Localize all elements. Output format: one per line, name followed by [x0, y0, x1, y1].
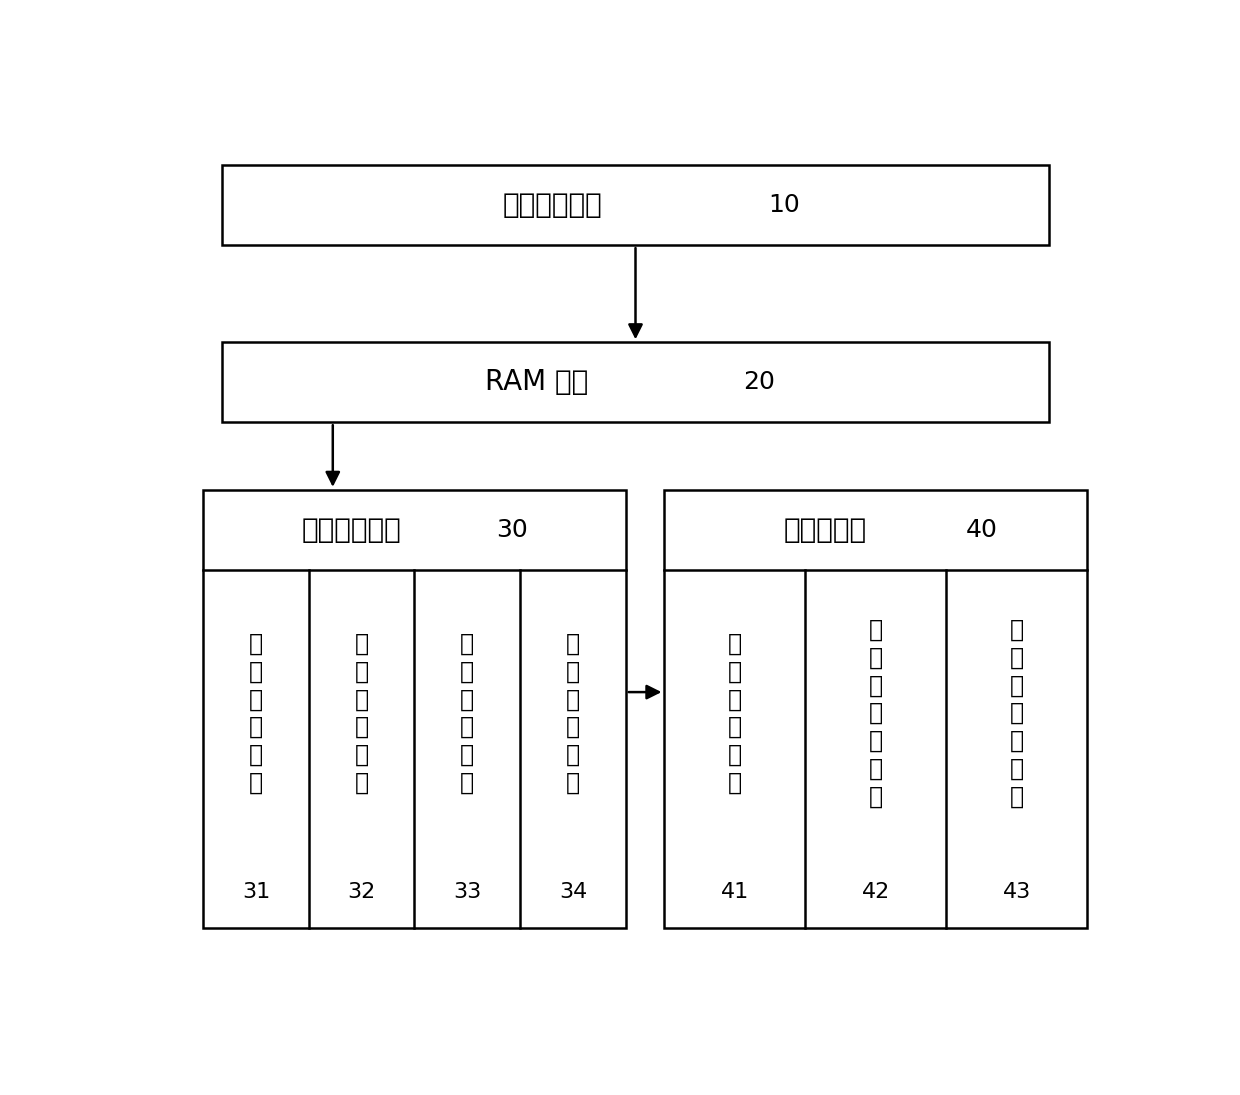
- Text: 特
征
编
码
单
元: 特 征 编 码 单 元: [565, 632, 580, 795]
- Text: 图像获取模块: 图像获取模块: [503, 192, 603, 219]
- Text: RAM 模块: RAM 模块: [485, 368, 588, 396]
- Text: 分析处理模块: 分析处理模块: [301, 516, 401, 544]
- Text: 33: 33: [453, 883, 481, 902]
- Text: 映
射
关
系
单
元: 映 射 关 系 单 元: [460, 632, 475, 795]
- Text: 特
征
获
取
单
元: 特 征 获 取 单 元: [728, 632, 742, 795]
- Bar: [222, 165, 1049, 245]
- Text: 10: 10: [769, 193, 800, 217]
- Text: 31: 31: [242, 883, 270, 902]
- Text: 41: 41: [720, 883, 749, 902]
- Text: 相
似
度
匹
配
单
元: 相 似 度 匹 配 单 元: [869, 618, 883, 808]
- Text: 43: 43: [1003, 883, 1030, 902]
- Bar: [222, 342, 1049, 423]
- Bar: [665, 489, 1087, 929]
- Bar: [203, 489, 626, 929]
- Text: 特
征
分
析
单
元: 特 征 分 析 单 元: [355, 632, 368, 795]
- Text: 30: 30: [496, 518, 527, 542]
- Text: 源
案
例
储
存
单
元: 源 案 例 储 存 单 元: [1009, 618, 1024, 808]
- Text: 42: 42: [862, 883, 890, 902]
- Text: 案例库模块: 案例库模块: [784, 516, 867, 544]
- Text: 焦
点
获
取
单
元: 焦 点 获 取 单 元: [249, 632, 263, 795]
- Text: 20: 20: [744, 370, 775, 394]
- Text: 32: 32: [347, 883, 376, 902]
- Text: 34: 34: [559, 883, 588, 902]
- Text: 40: 40: [966, 518, 997, 542]
